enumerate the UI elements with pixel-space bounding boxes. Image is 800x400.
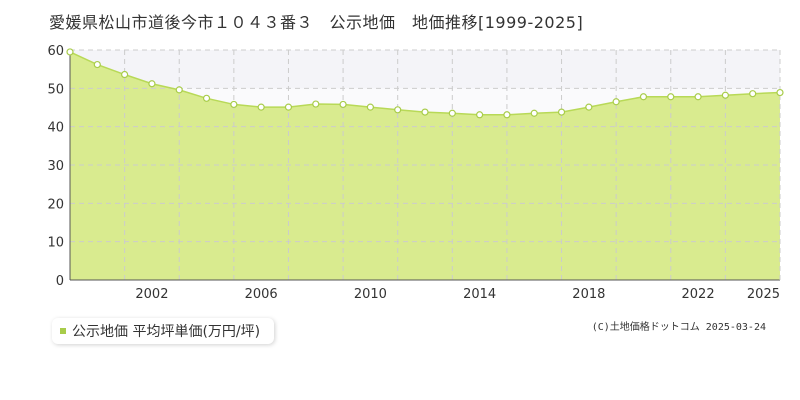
data-point [530, 109, 538, 117]
data-point [366, 103, 374, 111]
data-point [476, 111, 484, 119]
plot-band [70, 50, 780, 89]
data-point [121, 70, 129, 79]
data-point [339, 100, 347, 109]
data-point [557, 108, 566, 116]
data-point [448, 109, 456, 117]
data-point [312, 100, 320, 108]
data-point [694, 93, 702, 101]
legend-marker [60, 328, 66, 334]
legend-label: 公示地価 平均坪単価(万円/坪) [72, 324, 261, 340]
data-point [776, 88, 784, 97]
data-point [284, 103, 293, 111]
data-point [612, 98, 620, 106]
y-tick-label: 10 [47, 236, 64, 251]
chart-title: 愛媛県松山市道後今市１０４３番３ 公示地価 地価推移[1999-2025] [49, 13, 584, 32]
data-point [667, 93, 675, 101]
data-point [639, 93, 648, 101]
data-point [66, 48, 74, 56]
x-tick-label: 2025 [747, 287, 780, 302]
y-tick-label: 50 [47, 82, 64, 97]
data-point [230, 100, 238, 109]
x-tick-label: 2022 [682, 287, 715, 302]
y-tick-label: 60 [47, 44, 64, 59]
data-point [394, 106, 402, 114]
y-tick-label: 20 [47, 197, 64, 212]
x-tick-label: 2002 [135, 287, 168, 302]
data-point [749, 90, 757, 98]
data-point [148, 80, 156, 88]
data-point [202, 94, 211, 102]
series-area [70, 51, 780, 280]
data-point [257, 103, 265, 111]
y-tick-label: 40 [47, 121, 64, 136]
data-point [93, 60, 101, 69]
x-tick-label: 2014 [463, 287, 496, 302]
x-tick-label: 2010 [354, 287, 387, 302]
data-point [585, 103, 593, 111]
x-tick-label: 2018 [572, 287, 605, 302]
y-tick-label: 30 [47, 159, 64, 174]
data-point [175, 86, 183, 94]
data-point [721, 91, 729, 99]
data-point [503, 111, 511, 119]
legend: 公示地価 平均坪単価(万円/坪) [52, 318, 275, 344]
y-tick-label: 0 [56, 274, 64, 289]
copyright: (C)土地価格ドットコム 2025-03-24 [591, 322, 766, 333]
x-tick-label: 2006 [245, 287, 278, 302]
data-point [421, 108, 429, 116]
